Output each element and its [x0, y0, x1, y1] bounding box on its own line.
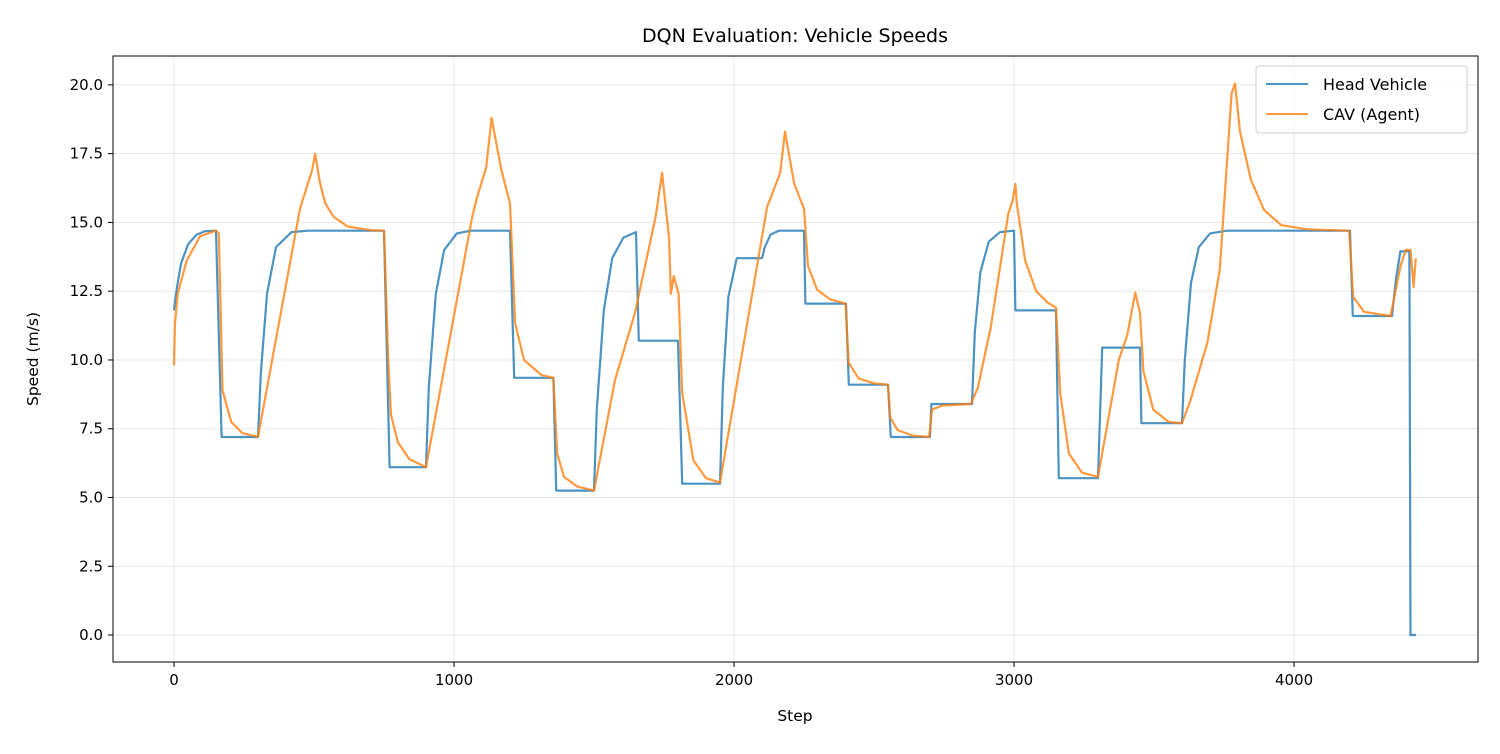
y-tick-label: 12.5 — [70, 282, 103, 300]
y-tick-label: 5.0 — [79, 489, 103, 507]
series-line-cav-agent — [172, 82, 1417, 492]
y-tick-label: 2.5 — [79, 557, 103, 575]
y-tick-label: 20.0 — [70, 76, 103, 94]
y-tick-label: 0.0 — [79, 626, 103, 644]
y-tick-label: 7.5 — [79, 420, 103, 438]
x-axis-label: Step — [777, 707, 812, 725]
legend-label-cav-agent: CAV (Agent) — [1323, 105, 1420, 124]
x-tick-label: 4000 — [1275, 671, 1313, 689]
ticks: 0 1000 2000 3000 4000 0.0 2.5 5.0 7.5 10.0 12.5 15.… — [70, 76, 1314, 689]
legend-label-head-vehicle: Head Vehicle — [1323, 75, 1427, 94]
legend: Head Vehicle CAV (Agent) — [1255, 65, 1468, 134]
legend-box — [1255, 65, 1468, 134]
series-lines — [172, 82, 1417, 637]
y-tick-label: 17.5 — [70, 145, 103, 163]
y-tick-label: 15.0 — [70, 213, 103, 231]
series-line-head-vehicle — [172, 229, 1417, 637]
y-tick-label: 10.0 — [70, 351, 103, 369]
x-tick-label: 1000 — [435, 671, 473, 689]
grid — [113, 56, 1478, 662]
y-axis-label: Speed (m/s) — [24, 312, 42, 406]
x-tick-label: 2000 — [715, 671, 753, 689]
x-tick-label: 3000 — [995, 671, 1033, 689]
x-tick-label: 0 — [169, 671, 179, 689]
chart-title: DQN Evaluation: Vehicle Speeds — [642, 25, 948, 47]
plot-frame — [112, 55, 1479, 663]
